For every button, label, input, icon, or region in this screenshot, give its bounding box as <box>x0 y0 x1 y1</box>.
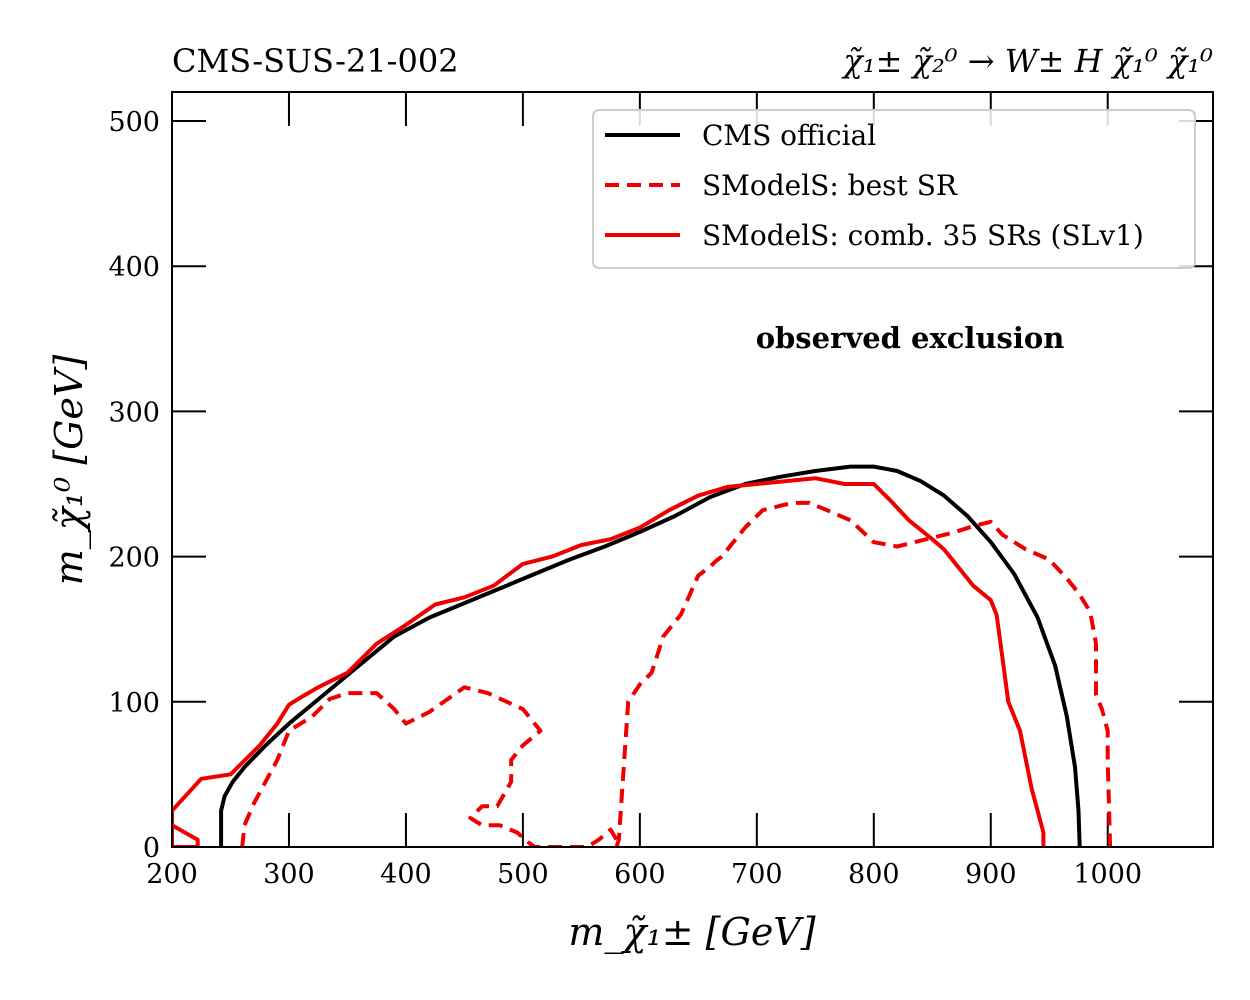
x-tick-label: 600 <box>614 859 666 890</box>
x-tick-label: 300 <box>263 859 315 890</box>
series-layer <box>172 464 1113 847</box>
x-tick-label: 1000 <box>1073 859 1142 890</box>
y-tick-label: 300 <box>108 397 160 428</box>
x-axis-label: m_χ̃₁± [GeV] <box>568 910 815 955</box>
x-tick-label: 500 <box>497 859 549 890</box>
legend-label-cms-official: CMS official <box>702 119 876 152</box>
legend-box <box>592 109 1196 269</box>
series-line-smodels-best-sr <box>240 500 1113 847</box>
legend-label-best-sr: SModelS: best SR <box>702 169 958 202</box>
y-tick-label: 100 <box>108 688 160 719</box>
x-tick-label: 800 <box>848 859 900 890</box>
plot-frame <box>171 91 1214 848</box>
y-tick-label: 200 <box>108 543 160 574</box>
y-tick-label: 0 <box>143 833 160 864</box>
x-tick-label: 700 <box>731 859 783 890</box>
y-tick-label: 400 <box>108 252 160 283</box>
y-tick-label: 500 <box>108 107 160 138</box>
plot-area: 200 300 400 500 600 700 800 900 1000 0 100 200 300 40… <box>108 91 1214 890</box>
x-tick-label: 400 <box>380 859 432 890</box>
legend: CMS official SModelS: best SR SModelS: c… <box>592 109 1196 269</box>
annotation-observed-exclusion: observed exclusion <box>756 321 1065 355</box>
x-tick-label: 200 <box>146 859 198 890</box>
series-line-cms-official <box>219 464 1082 847</box>
y-axis-label: m_χ̃₁⁰ [GeV] <box>47 355 92 586</box>
series-line-smodels-comb-35-srs-slv1 <box>172 476 1046 847</box>
chart-title-left: CMS-SUS-21-002 <box>172 42 459 80</box>
chart-title-right: χ̃₁± χ̃₂⁰ → W± H χ̃₁⁰ χ̃₁⁰ <box>841 42 1213 80</box>
legend-label-comb-srs: SModelS: comb. 35 SRs (SLv1) <box>702 219 1144 252</box>
axis-ticks: 200 300 400 500 600 700 800 900 1000 0 100 200 300 40… <box>108 92 1213 890</box>
x-tick-label: 900 <box>965 859 1017 890</box>
